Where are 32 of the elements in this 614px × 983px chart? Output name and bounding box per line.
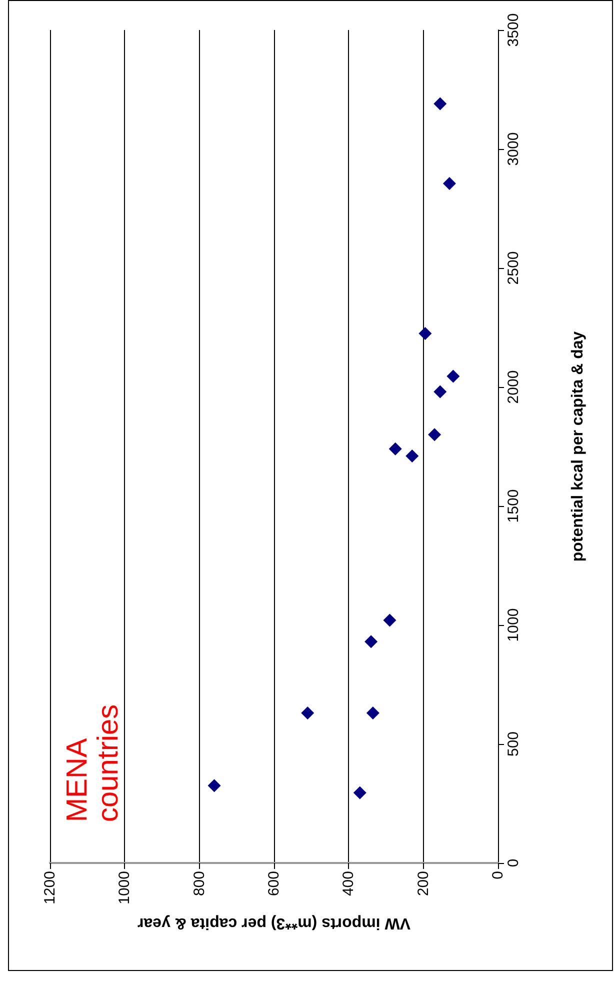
point — [301, 706, 314, 720]
point — [366, 706, 380, 720]
point — [434, 97, 447, 110]
point — [446, 370, 460, 383]
y-tick-label: 2000 — [505, 370, 522, 404]
annotation: MENA countries — [62, 704, 124, 822]
y-tick-label: 500 — [505, 731, 522, 757]
point — [434, 385, 447, 398]
point — [383, 614, 396, 627]
point — [208, 779, 221, 792]
point — [388, 442, 402, 456]
point — [353, 786, 366, 800]
y-axis-title: potential kcal per capita & day — [570, 331, 586, 562]
point — [442, 177, 456, 190]
y-tick-label: 3500 — [505, 13, 522, 47]
x-tick-label: 0 — [490, 871, 506, 880]
x-tick-label: 600 — [266, 871, 282, 896]
x-tick-label: 1000 — [116, 871, 134, 904]
x-tick-label: 200 — [414, 871, 432, 896]
x-tick-label: 800 — [190, 871, 208, 896]
y-tick-label: 1500 — [505, 489, 522, 523]
y-tick-label: 1000 — [505, 608, 522, 642]
y-tick-label: 3000 — [505, 132, 522, 166]
y-tick-label: 2500 — [505, 251, 522, 285]
x-tick-label: 400 — [340, 871, 358, 896]
point — [428, 428, 442, 442]
point — [364, 635, 378, 648]
x-tick-label: 1200 — [42, 871, 58, 904]
point — [418, 326, 432, 340]
x-axis-title: VW imports (m**3) per capita & year — [138, 914, 410, 932]
point — [406, 450, 419, 463]
y-tick-label: 0 — [505, 858, 522, 868]
